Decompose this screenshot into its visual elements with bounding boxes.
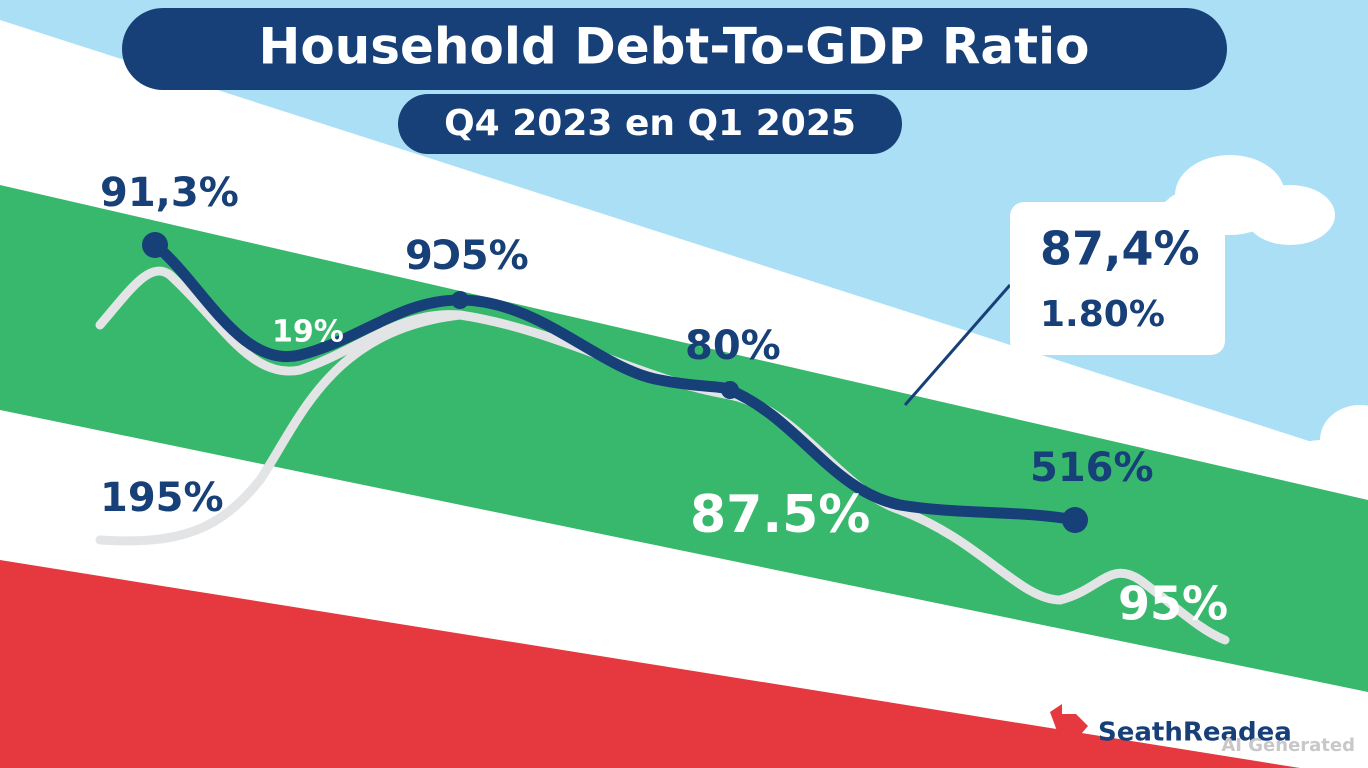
title-pill [122,8,1227,90]
label: 87.5% [690,485,870,545]
subtitle: Q4 2023 en Q1 2025 [444,103,856,144]
red-band [0,560,1300,768]
lines [95,239,1230,645]
label: 80% [685,323,781,369]
grey-line-2 [95,310,465,546]
callout-pointer [903,284,1012,406]
callout-sub: 1.80% [1040,294,1165,335]
green-band [0,185,1368,692]
logo-icon [1050,704,1088,750]
logo: SeathReadea [1098,718,1292,748]
labels: 91,3% 9Ͻ5% 19% 80% 195% 87.5% 516% 95% [100,170,1228,631]
title: Household Debt-To-GDP Ratio [258,18,1089,76]
points [142,232,1088,533]
label: 91,3% [100,170,239,216]
callout-box [1010,202,1225,355]
callout-value: 87,4% [1040,222,1200,276]
label: 516% [1030,445,1154,491]
navy-line [149,239,1081,526]
subtitle-pill [398,94,902,154]
label: 19% [272,315,344,350]
label: 95% [1118,577,1228,631]
label: 195% [100,475,224,521]
watermark: AI Generated [1221,735,1355,756]
label: 9Ͻ5% [405,233,529,279]
